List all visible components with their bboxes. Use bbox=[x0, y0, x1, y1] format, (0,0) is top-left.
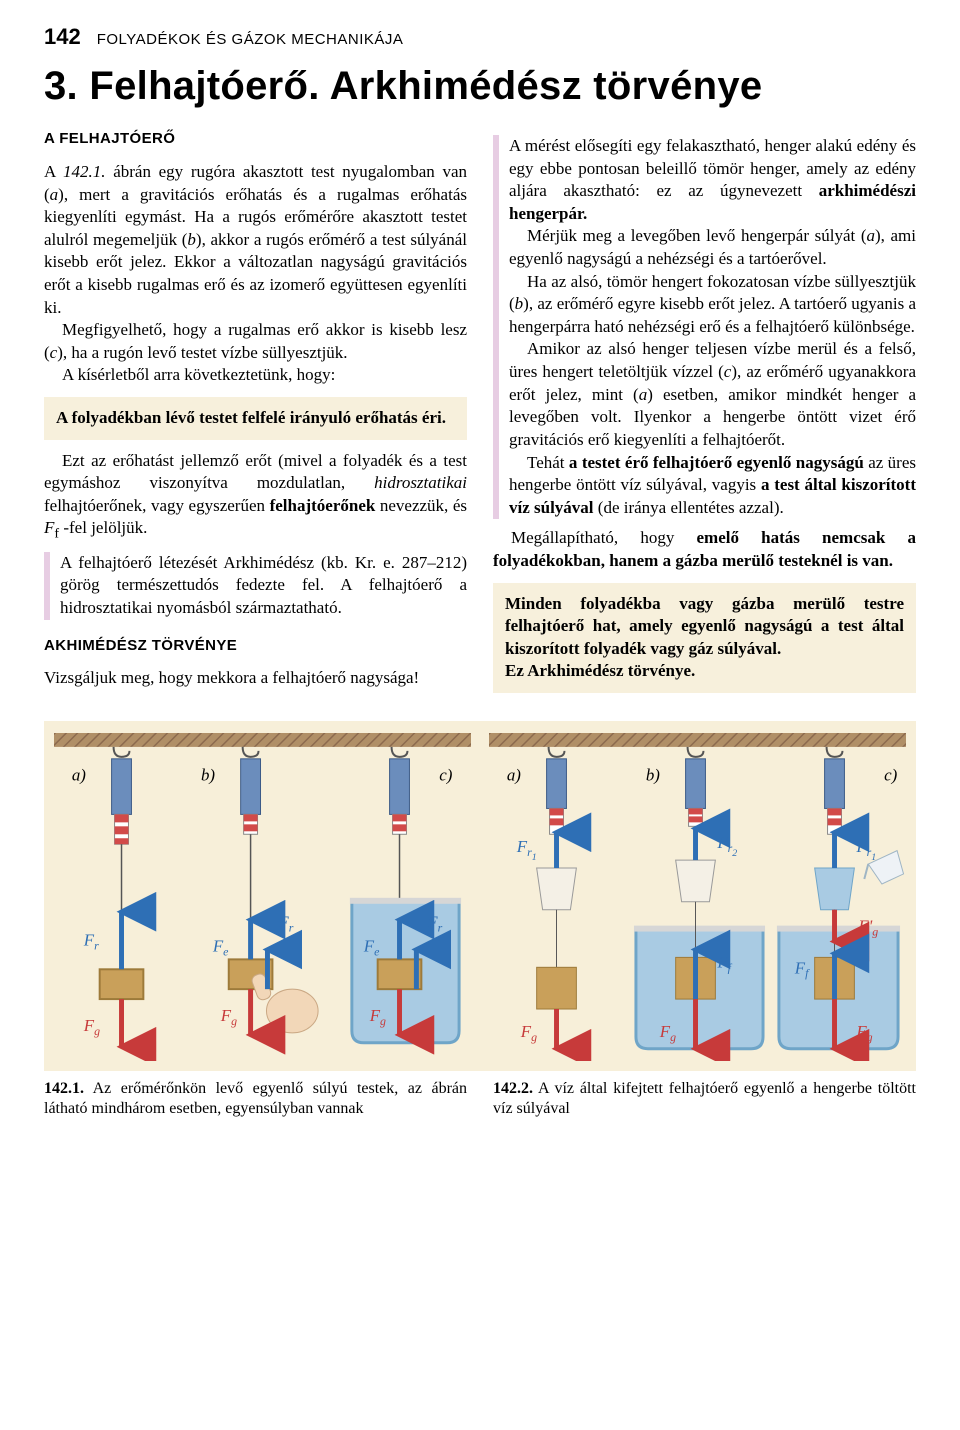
figure-caption-2: 142.2. A víz által kifejtett felhajtóerő… bbox=[493, 1079, 916, 1121]
svg-text:Fr1: Fr1 bbox=[516, 837, 537, 863]
svg-text:F'g: F'g bbox=[857, 917, 878, 939]
svg-text:a): a) bbox=[72, 766, 86, 785]
svg-text:b): b) bbox=[201, 766, 215, 785]
para-l4: Ezt az erőhatást jellemző erőt (mivel a … bbox=[44, 450, 467, 544]
svg-text:a): a) bbox=[507, 766, 521, 785]
svg-text:Fr: Fr bbox=[83, 930, 99, 952]
para-l5: Vizsgáljuk meg, hogy mekkora a felhajtóe… bbox=[44, 667, 467, 690]
figure-caption-1: 142.1. Az erőmérőnkön levő egyenlő súlyú… bbox=[44, 1079, 467, 1121]
svg-text:Fr: Fr bbox=[277, 913, 293, 935]
sidebar-note-1: A felhajtóerő létezését Arkhimédész (kb.… bbox=[44, 552, 467, 620]
svg-text:b): b) bbox=[646, 766, 660, 785]
page-number: 142 bbox=[44, 24, 81, 50]
para-l1: A 142.1. ábrán egy rugóra akasztott test… bbox=[44, 161, 467, 319]
left-column: A FELHAJTÓERŐ A 142.1. ábrán egy rugóra … bbox=[44, 127, 467, 703]
figure-142-1-svg: a) b) c) bbox=[54, 733, 471, 1061]
chapter-title: FOLYADÉKOK ÉS GÁZOK MECHANIKÁJA bbox=[97, 31, 404, 48]
figure-142-2-svg: a) b) c) bbox=[489, 733, 906, 1061]
para-l2: Megfigyelhető, hogy a rugalmas erő akkor… bbox=[44, 319, 467, 364]
right-column: A mérést elősegíti egy felakasztható, he… bbox=[493, 127, 916, 703]
svg-text:Fg: Fg bbox=[83, 1016, 100, 1038]
section-heading-1: A FELHAJTÓERŐ bbox=[44, 129, 467, 149]
highlight-box-2: Minden folyadékba vagy gázba merülő test… bbox=[493, 583, 916, 693]
svg-text:Fg: Fg bbox=[520, 1022, 537, 1044]
svg-text:Fg: Fg bbox=[220, 1006, 237, 1028]
figure-142-1: a) b) c) bbox=[54, 733, 471, 1061]
lesson-title: 3. Felhajtóerő. Arkhimédész törvénye bbox=[44, 64, 916, 109]
figure-panel: a) b) c) bbox=[44, 721, 916, 1071]
svg-text:Fr2: Fr2 bbox=[716, 833, 737, 859]
svg-text:c): c) bbox=[439, 766, 452, 785]
highlight-box-1: A folyadékban lévő testet felfelé irányu… bbox=[44, 397, 467, 440]
svg-text:Fr1: Fr1 bbox=[855, 837, 876, 863]
para-l3: A kísérletből arra következtetünk, hogy: bbox=[44, 364, 467, 387]
para-r1: Megállapítható, hogy emelő hatás nemcsak… bbox=[493, 527, 916, 572]
svg-text:c): c) bbox=[884, 766, 897, 785]
sidebar-note-2: A mérést elősegíti egy felakasztható, he… bbox=[493, 135, 916, 519]
svg-text:Fe: Fe bbox=[212, 936, 229, 958]
section-heading-2: AKHIMÉDÉSZ TÖRVÉNYE bbox=[44, 636, 467, 656]
figure-142-2: a) b) c) bbox=[489, 733, 906, 1061]
